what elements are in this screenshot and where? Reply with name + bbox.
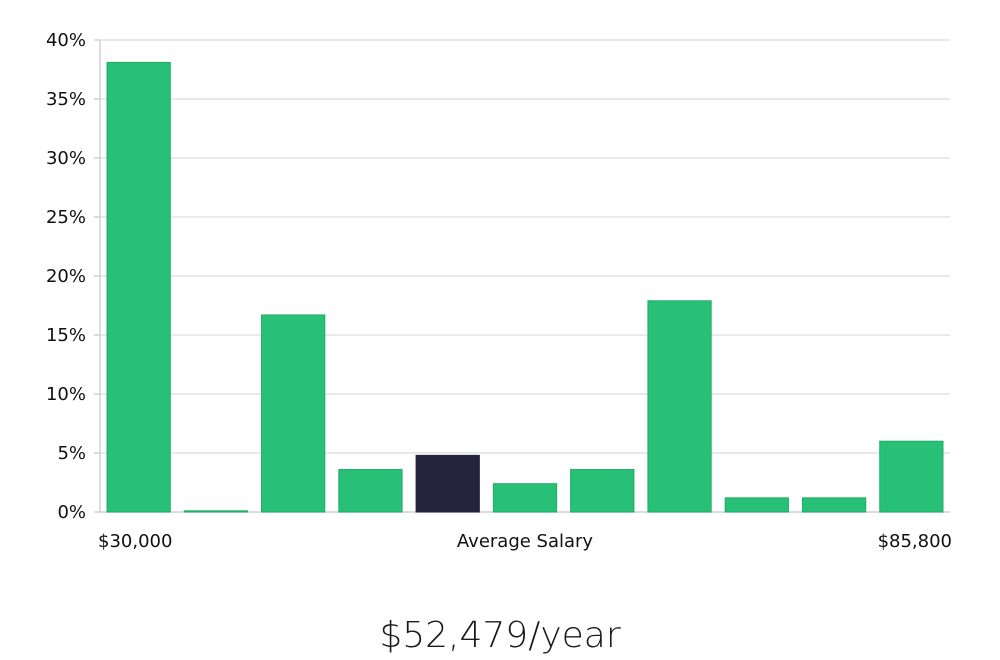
bar	[570, 469, 635, 513]
x-axis-label: Average Salary	[457, 531, 594, 552]
bar	[338, 469, 403, 513]
bar	[183, 510, 249, 513]
x-min-label: $30,000	[98, 531, 172, 552]
y-axis-ticks: 0% 5% 10% 15% 20% 25% 30% 35% 40%	[46, 30, 100, 523]
average-salary-summary: $52,479/year	[379, 615, 621, 656]
y-tick-label: 35%	[46, 89, 86, 110]
bar	[261, 314, 326, 513]
bar	[106, 61, 171, 513]
y-tick-label: 30%	[46, 148, 86, 169]
bar	[647, 300, 712, 513]
bar	[879, 440, 944, 513]
y-tick-label: 15%	[46, 325, 86, 346]
bar	[492, 483, 558, 513]
y-tick-label: 5%	[57, 443, 86, 464]
y-tick-label: 10%	[46, 384, 86, 405]
bar	[724, 497, 789, 513]
bar	[801, 497, 867, 513]
y-tick-label: 40%	[46, 30, 86, 51]
x-max-label: $85,800	[878, 531, 952, 552]
y-tick-label: 25%	[46, 207, 86, 228]
bar-highlighted	[415, 454, 480, 513]
y-tick-label: 0%	[57, 502, 86, 523]
bars	[106, 61, 944, 513]
y-tick-label: 20%	[46, 266, 86, 287]
grid-lines	[100, 39, 950, 513]
